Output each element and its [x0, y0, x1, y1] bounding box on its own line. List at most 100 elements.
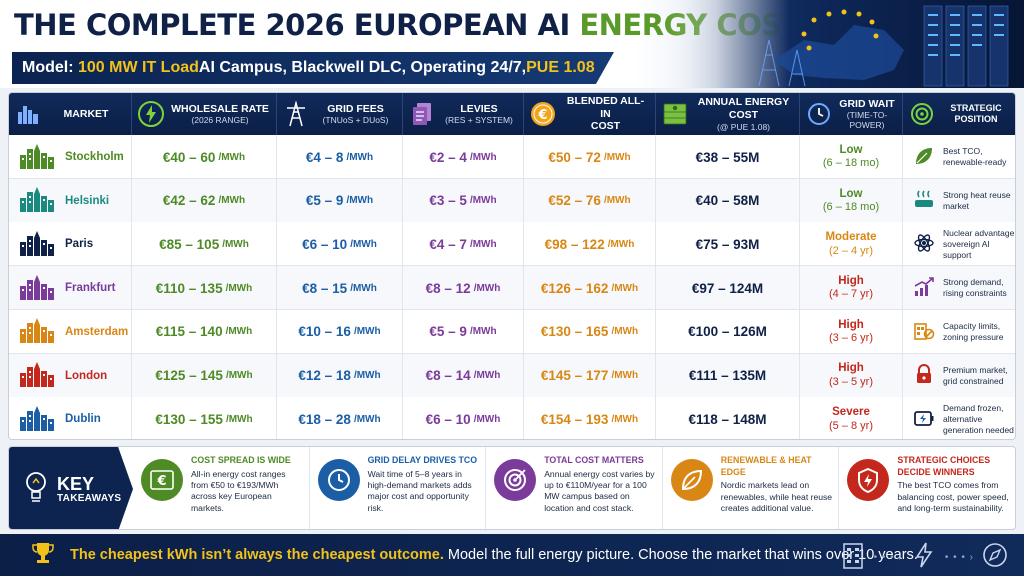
- grid-wait-range: (4 – 7 yr): [828, 288, 873, 301]
- grid-fees-value: €4 – 8: [305, 149, 344, 165]
- grid-wait-range: (5 – 8 yr): [828, 419, 873, 432]
- city-skyline-icon: [19, 228, 55, 261]
- levies-cell: €5 – 9/MWh: [403, 309, 524, 354]
- footer-rest: Model the full energy picture. Choose th…: [443, 547, 918, 563]
- col-label: BLENDED ALL-IN: [566, 95, 645, 120]
- col-label: GRID FEES: [327, 102, 384, 115]
- wholesale-value: €42 – 62: [162, 193, 216, 209]
- grid-fees-value: €8 – 15: [302, 280, 348, 296]
- col-header-annual: ANNUAL ENERGY COST (@ PUE 1.08): [656, 93, 800, 135]
- lightning-icon: [909, 540, 939, 575]
- target-icon: [494, 459, 537, 501]
- col-header-levies: LEVIES (RES + SYSTEM): [403, 93, 524, 135]
- market-name: Stockholm: [65, 151, 124, 163]
- key-takeaways-panel: KEY TAKEAWAYS € COST SPREAD IS WIDE All-…: [8, 446, 1016, 530]
- grid-fees-cell: €12 – 18/MWh: [277, 353, 403, 398]
- col-label: LEVIES: [460, 102, 498, 115]
- takeaways-heading: KEY TAKEAWAYS: [9, 447, 133, 529]
- leaf-icon: [913, 145, 935, 170]
- unit-label: /MWh: [353, 370, 381, 381]
- col-header-strategic: STRATEGIC POSITION: [903, 93, 1015, 135]
- europe-datacenter-illustration: [664, 0, 1024, 88]
- col-label: ANNUAL ENERGY COST: [697, 96, 790, 121]
- market-cell: Dublin: [9, 397, 132, 439]
- market-name: Dublin: [65, 413, 101, 426]
- grid-wait-level: High: [838, 362, 864, 375]
- cost-matrix-table: MARKET WHOLESALE RATE (2026 RANGE) GRID F…: [8, 92, 1016, 440]
- footer-message: The cheapest kWh isn’t always the cheape…: [70, 547, 918, 563]
- unit-label: /MWh: [469, 326, 497, 338]
- grid-wait-range: (6 – 18 mo): [822, 157, 880, 170]
- battery-icon: [913, 407, 935, 432]
- col-sublabel: (TNUoS + DUoS): [322, 115, 389, 126]
- strategic-position-text: Premium market, grid constrained: [943, 364, 1008, 386]
- grid-fees-value: €18 – 28: [298, 411, 351, 427]
- heat-icon: [913, 188, 935, 213]
- clock-icon: [317, 459, 360, 501]
- grid-wait-range: (3 – 6 yr): [828, 332, 873, 345]
- annual-cost-value: €111 – 135M: [688, 368, 767, 383]
- wholesale-value: €85 – 105: [159, 236, 220, 252]
- takeaways-list: € COST SPREAD IS WIDE All-in energy cost…: [133, 447, 1015, 529]
- blended-cell: €126 – 162/MWh: [524, 266, 656, 311]
- clock-icon: [806, 101, 832, 127]
- subtitle-bar: Model: 100 MW IT Load AI Campus, Blackwe…: [12, 52, 614, 84]
- strategic-position-cell: Best TCO, renewable-ready: [903, 135, 1015, 179]
- col-sublabel: (@ PUE 1.08): [716, 121, 771, 132]
- grid-fees-value: €6 – 10: [302, 236, 348, 252]
- col-label: GRID WAIT: [839, 97, 895, 110]
- grid-wait-cell: High (3 – 6 yr): [800, 309, 903, 354]
- subtitle-label: Model:: [22, 59, 74, 76]
- unit-label: /MWh: [346, 195, 374, 207]
- svg-text:€: €: [537, 108, 547, 123]
- unit-label: /MWh: [611, 326, 639, 338]
- col-header-grid-wait: GRID WAIT (TIME-TO-POWER): [800, 93, 903, 135]
- unit-label: /MWh: [353, 326, 381, 338]
- unit-label: /MWh: [218, 151, 246, 163]
- col-header-market: MARKET: [9, 93, 132, 135]
- levies-value: €3 – 5: [429, 193, 467, 209]
- grid-wait-level: Moderate: [825, 231, 877, 244]
- unit-label: /MWh: [473, 370, 501, 381]
- zoning-icon: [913, 319, 935, 344]
- subtitle-mid: AI Campus, Blackwell DLC, Operating 24/7…: [198, 59, 527, 76]
- wholesale-value: €125 – 145: [155, 368, 223, 383]
- takeaway-text: All-in energy cost ranges from €50 to €1…: [191, 468, 286, 513]
- unit-label: /MWh: [225, 370, 253, 381]
- strategic-position-cell: Strong heat reuse market: [903, 179, 1015, 223]
- takeaways-subtitle: TAKEAWAYS: [57, 492, 122, 504]
- grid-fees-cell: €18 – 28/MWh: [277, 397, 403, 439]
- wholesale-cell: €85 – 105/MWh: [132, 222, 277, 267]
- power-pylon-icon: [283, 101, 309, 127]
- levies-cell: €6 – 10/MWh: [403, 397, 524, 439]
- col-sublabel: (TIME-TO-POWER): [846, 110, 888, 131]
- grid-wait-range: (3 – 5 yr): [828, 375, 873, 388]
- wholesale-value: €130 – 155: [155, 411, 223, 427]
- market-cell: Helsinki: [9, 178, 132, 223]
- market-name: Amsterdam: [65, 325, 129, 338]
- market-cell: Amsterdam: [9, 309, 132, 354]
- takeaway-text: Wait time of 5–8 years in high-demand ma…: [367, 468, 472, 513]
- annual-cost-cell: €100 – 126M: [656, 309, 800, 354]
- col-sublabel: COST: [590, 120, 621, 133]
- strategic-position-cell: Demand frozen, alternative generation ne…: [903, 397, 1015, 439]
- annual-cost-value: €118 – 148M: [688, 411, 767, 427]
- euro-bill-icon: €: [141, 459, 183, 501]
- unit-label: /MWh: [603, 195, 631, 207]
- footer-banner: The cheapest kWh isn’t always the cheape…: [0, 534, 1024, 576]
- wholesale-cell: €130 – 155/MWh: [132, 397, 277, 439]
- takeaway-item: STRATEGIC CHOICES DECIDE WINNERS The bes…: [839, 447, 1015, 529]
- subtitle-highlight-load: 100 MW IT Load: [78, 59, 199, 76]
- annual-cost-value: €75 – 93M: [695, 236, 760, 252]
- table-row: Dublin €130 – 155/MWh €18 – 28/MWh €6 – …: [9, 397, 1015, 439]
- subtitle-highlight-pue: PUE 1.08: [526, 59, 595, 76]
- shield-lightning-icon: [847, 459, 890, 501]
- grid-fees-value: €5 – 9: [305, 193, 344, 209]
- footer-highlight: The cheapest kWh isn’t always the cheape…: [70, 547, 444, 563]
- city-skyline-icon: [15, 101, 41, 127]
- takeaway-title: RENEWABLE & HEAT EDGE: [720, 455, 812, 477]
- blended-value: €50 – 72: [548, 149, 601, 165]
- takeaway-title: TOTAL COST MATTERS: [544, 455, 644, 465]
- takeaway-item: GRID DELAY DRIVES TCO Wait time of 5–8 y…: [310, 447, 487, 529]
- unit-label: /MWh: [353, 413, 381, 425]
